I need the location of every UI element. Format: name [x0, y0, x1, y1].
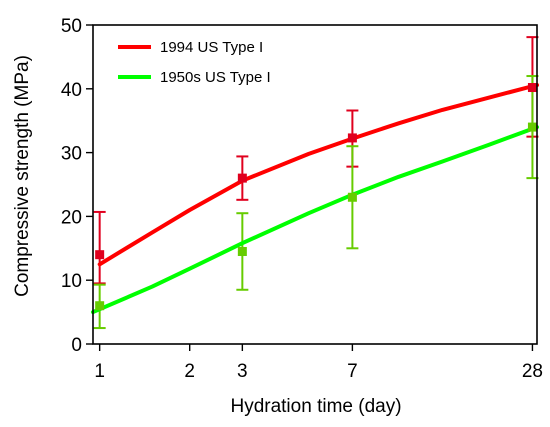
y-tick-label: 20 [61, 207, 82, 228]
y-tick-label: 0 [71, 335, 82, 356]
data-point-1950s [237, 246, 247, 256]
data-point-1950s [95, 301, 105, 311]
fit-line-1994 [97, 83, 539, 267]
y-tick-label: 10 [61, 271, 82, 292]
data-point-1950s [347, 192, 357, 202]
x-tick-label: 3 [237, 361, 248, 382]
tick-labels: 0 10 20 30 40 50 1 2 3 7 28 [61, 16, 543, 382]
data-point-1950s [527, 122, 537, 132]
legend-label-1994: 1994 US Type I [160, 39, 263, 56]
fit-line-1950s [91, 125, 539, 315]
y-axis-title: Compressive strength (MPa) [12, 55, 33, 297]
data-point-1994 [347, 133, 357, 143]
y-tick-label: 50 [61, 16, 82, 37]
x-tick-label: 28 [522, 361, 543, 382]
x-axis-title: Hydration time (day) [230, 396, 401, 417]
data-point-1994 [527, 83, 537, 93]
data-point-1994 [237, 173, 247, 183]
marker-layer [95, 83, 537, 311]
legend-label-1950s: 1950s US Type I [160, 69, 271, 86]
x-tick-label: 2 [184, 361, 195, 382]
data-point-1994 [95, 250, 105, 260]
axes [86, 24, 538, 351]
errorbar-1994 [93, 210, 106, 285]
series-line-layer [91, 83, 539, 315]
plot-frame [92, 24, 538, 345]
y-tick-label: 30 [61, 144, 82, 165]
legend: 1994 US Type I 1950s US Type I [118, 39, 271, 86]
y-tick-label: 40 [61, 80, 82, 101]
x-tick-label: 7 [347, 361, 358, 382]
x-tick-label: 1 [94, 361, 105, 382]
